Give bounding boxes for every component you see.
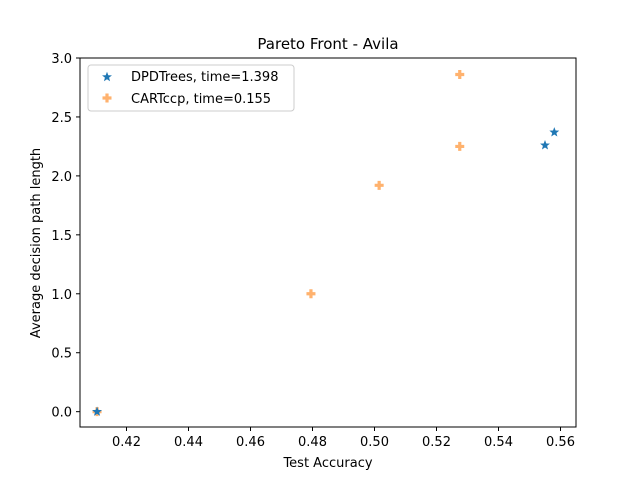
dpdtrees-point [92, 406, 102, 416]
cartccp-point [455, 70, 465, 80]
x-tick-label: 0.42 [112, 435, 141, 450]
plot-frame [79, 57, 577, 428]
legend: DPDTrees, time=1.398 CARTccp, time=0.155 [87, 64, 295, 112]
plot-area [79, 57, 577, 428]
x-tick-label: 0.52 [422, 435, 451, 450]
x-tick-label: 0.44 [174, 435, 203, 450]
data-points [92, 70, 560, 417]
x-axis-label: Test Accuracy [282, 456, 372, 471]
x-tick-label: 0.56 [546, 435, 575, 450]
cartccp-point [306, 289, 316, 299]
x-tick-label: 0.54 [484, 435, 513, 450]
x-tick-label: 0.50 [360, 435, 389, 450]
legend-marker-cartccp [102, 93, 112, 103]
y-axis-label: Average decision path length [29, 148, 44, 338]
legend-box [87, 64, 295, 112]
legend-entry-cartccp: CARTccp, time=0.155 [102, 92, 271, 107]
x-tick-label: 0.46 [236, 435, 265, 450]
cartccp-point [455, 141, 465, 151]
chart-title: Pareto Front - Avila [257, 35, 398, 53]
y-tick-label: 0.5 [51, 347, 72, 362]
y-tick-label: 1.5 [51, 229, 72, 244]
dpdtrees-point [549, 127, 560, 137]
legend-entry-dpdtrees: DPDTrees, time=1.398 [102, 70, 278, 85]
y-tick-label: 0.0 [51, 406, 72, 421]
y-tick-label: 1.0 [51, 288, 72, 303]
y-axis-ticks: 0.0 0.5 1.0 1.5 2.0 2.5 3.0 [51, 52, 80, 421]
legend-label-dpdtrees: DPDTrees, time=1.398 [131, 70, 278, 85]
legend-label-cartccp: CARTccp, time=0.155 [131, 92, 271, 107]
y-tick-label: 2.5 [51, 111, 72, 126]
x-tick-label: 0.48 [298, 435, 327, 450]
dpdtrees-point [540, 140, 550, 150]
y-tick-label: 2.0 [51, 170, 72, 185]
legend-marker-dpdtrees [102, 71, 112, 82]
cartccp-point [374, 180, 384, 190]
y-tick-label: 3.0 [51, 52, 72, 67]
x-axis-ticks: 0.42 0.44 0.46 0.48 0.50 0.52 0.54 0.56 [112, 427, 575, 450]
